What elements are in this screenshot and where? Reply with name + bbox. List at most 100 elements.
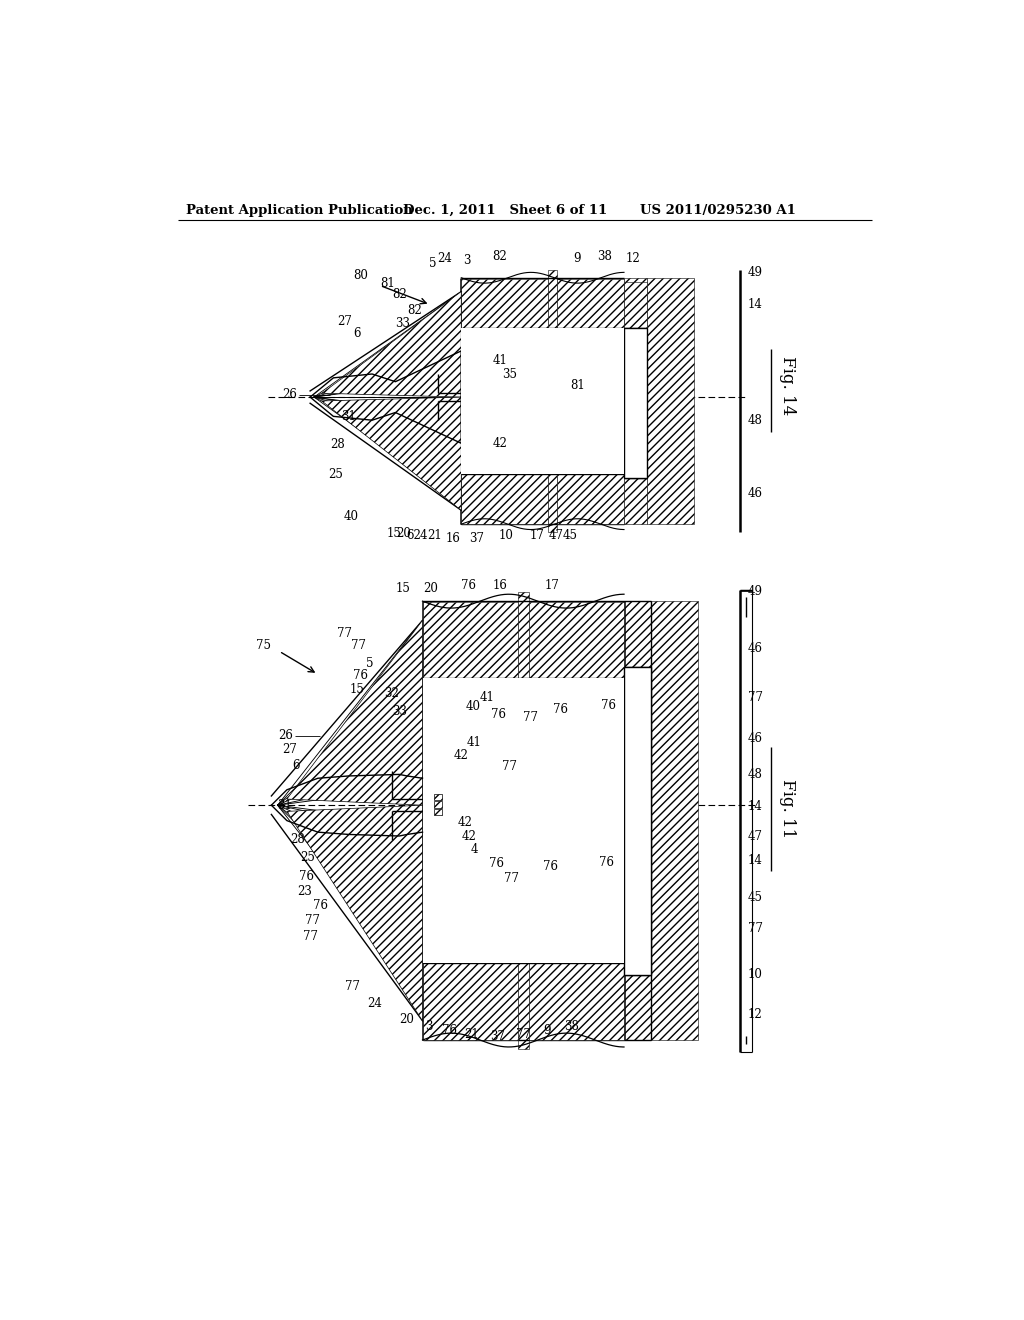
Text: 3: 3 xyxy=(425,1020,432,1034)
Bar xyxy=(528,602,624,678)
Text: Fig. 14: Fig. 14 xyxy=(779,356,796,416)
Text: 76: 76 xyxy=(543,861,558,874)
Bar xyxy=(651,601,697,1040)
Bar xyxy=(557,474,624,524)
Text: 10: 10 xyxy=(499,529,514,543)
Text: 76: 76 xyxy=(490,708,506,721)
Bar xyxy=(423,805,624,964)
Text: 77: 77 xyxy=(516,1028,530,1041)
Bar xyxy=(647,277,693,524)
Text: 48: 48 xyxy=(748,768,763,781)
Text: 46: 46 xyxy=(748,643,763,656)
Text: 77: 77 xyxy=(338,627,352,640)
Text: 45: 45 xyxy=(748,891,763,904)
Text: 41: 41 xyxy=(493,354,508,367)
Bar xyxy=(548,271,557,532)
Text: 47: 47 xyxy=(748,829,763,842)
Text: 12: 12 xyxy=(626,252,641,265)
Text: 9: 9 xyxy=(543,1023,550,1036)
Bar xyxy=(423,678,624,805)
Bar xyxy=(557,279,624,329)
Text: 16: 16 xyxy=(445,532,460,545)
Text: 76: 76 xyxy=(599,857,614,870)
Text: 82: 82 xyxy=(493,251,507,264)
Text: 41: 41 xyxy=(466,735,481,748)
Text: 27: 27 xyxy=(338,315,352,329)
Bar xyxy=(461,397,624,474)
Text: 76: 76 xyxy=(553,704,568,717)
Text: 20: 20 xyxy=(399,1012,415,1026)
Bar xyxy=(434,809,442,816)
Text: 77: 77 xyxy=(303,929,317,942)
Text: 6: 6 xyxy=(293,759,300,772)
Text: 76: 76 xyxy=(299,870,313,883)
Bar xyxy=(624,974,651,1040)
Text: 77: 77 xyxy=(351,639,367,652)
Text: 23: 23 xyxy=(297,884,312,898)
Text: 77: 77 xyxy=(748,690,763,704)
Text: 76: 76 xyxy=(488,857,504,870)
Text: 77: 77 xyxy=(748,921,763,935)
Text: 37: 37 xyxy=(469,532,484,545)
Text: 42: 42 xyxy=(462,829,476,842)
Text: 15: 15 xyxy=(349,684,365,696)
Text: 14: 14 xyxy=(748,854,763,867)
Text: 76: 76 xyxy=(601,698,616,711)
Text: 14: 14 xyxy=(748,298,763,312)
Bar xyxy=(518,591,528,1049)
Text: 16: 16 xyxy=(493,579,508,593)
Text: 5: 5 xyxy=(429,257,436,271)
Text: 31: 31 xyxy=(278,799,292,812)
Text: 82: 82 xyxy=(392,288,407,301)
Bar xyxy=(624,327,647,478)
Bar xyxy=(423,602,518,678)
Text: 17: 17 xyxy=(529,529,545,543)
Polygon shape xyxy=(287,620,423,805)
Text: 75: 75 xyxy=(256,639,271,652)
Text: 49: 49 xyxy=(748,585,763,598)
Text: 40: 40 xyxy=(344,510,358,523)
Text: 77: 77 xyxy=(523,711,539,723)
Text: 28: 28 xyxy=(330,438,345,451)
Polygon shape xyxy=(287,805,423,1020)
Text: 62: 62 xyxy=(407,529,422,543)
Text: 26: 26 xyxy=(279,730,293,742)
Bar xyxy=(624,478,647,524)
Text: 26: 26 xyxy=(282,388,297,401)
Text: 4: 4 xyxy=(420,529,427,543)
Text: 4: 4 xyxy=(471,843,478,857)
Text: 81: 81 xyxy=(380,277,395,290)
Bar xyxy=(423,964,518,1040)
Text: 24: 24 xyxy=(367,998,382,1010)
Text: 33: 33 xyxy=(395,317,411,330)
Text: 40: 40 xyxy=(465,700,480,713)
Bar xyxy=(624,281,647,327)
Text: 35: 35 xyxy=(502,367,517,380)
Text: 82: 82 xyxy=(408,304,422,317)
Text: 27: 27 xyxy=(282,743,297,756)
Bar xyxy=(461,279,548,329)
Text: 33: 33 xyxy=(392,705,407,718)
Text: 15: 15 xyxy=(395,582,411,594)
Text: 49: 49 xyxy=(748,265,763,279)
Text: 77: 77 xyxy=(502,760,517,774)
Text: 38: 38 xyxy=(597,251,612,264)
Bar xyxy=(624,667,651,974)
Text: 47: 47 xyxy=(549,529,564,543)
Text: 10: 10 xyxy=(748,968,763,981)
Text: 5: 5 xyxy=(366,657,374,671)
Text: 12: 12 xyxy=(748,1008,763,1022)
Text: 77: 77 xyxy=(345,979,360,993)
Text: 42: 42 xyxy=(458,816,472,829)
Text: 15: 15 xyxy=(386,527,401,540)
Text: 76: 76 xyxy=(442,1023,457,1036)
Text: Dec. 1, 2011   Sheet 6 of 11: Dec. 1, 2011 Sheet 6 of 11 xyxy=(403,205,607,218)
Bar xyxy=(434,793,442,800)
Text: 76: 76 xyxy=(312,899,328,912)
Text: US 2011/0295230 A1: US 2011/0295230 A1 xyxy=(640,205,796,218)
Text: 45: 45 xyxy=(562,529,578,543)
Text: 81: 81 xyxy=(570,379,585,392)
Text: 21: 21 xyxy=(427,529,441,543)
Text: 46: 46 xyxy=(748,731,763,744)
Text: 14: 14 xyxy=(748,800,763,813)
